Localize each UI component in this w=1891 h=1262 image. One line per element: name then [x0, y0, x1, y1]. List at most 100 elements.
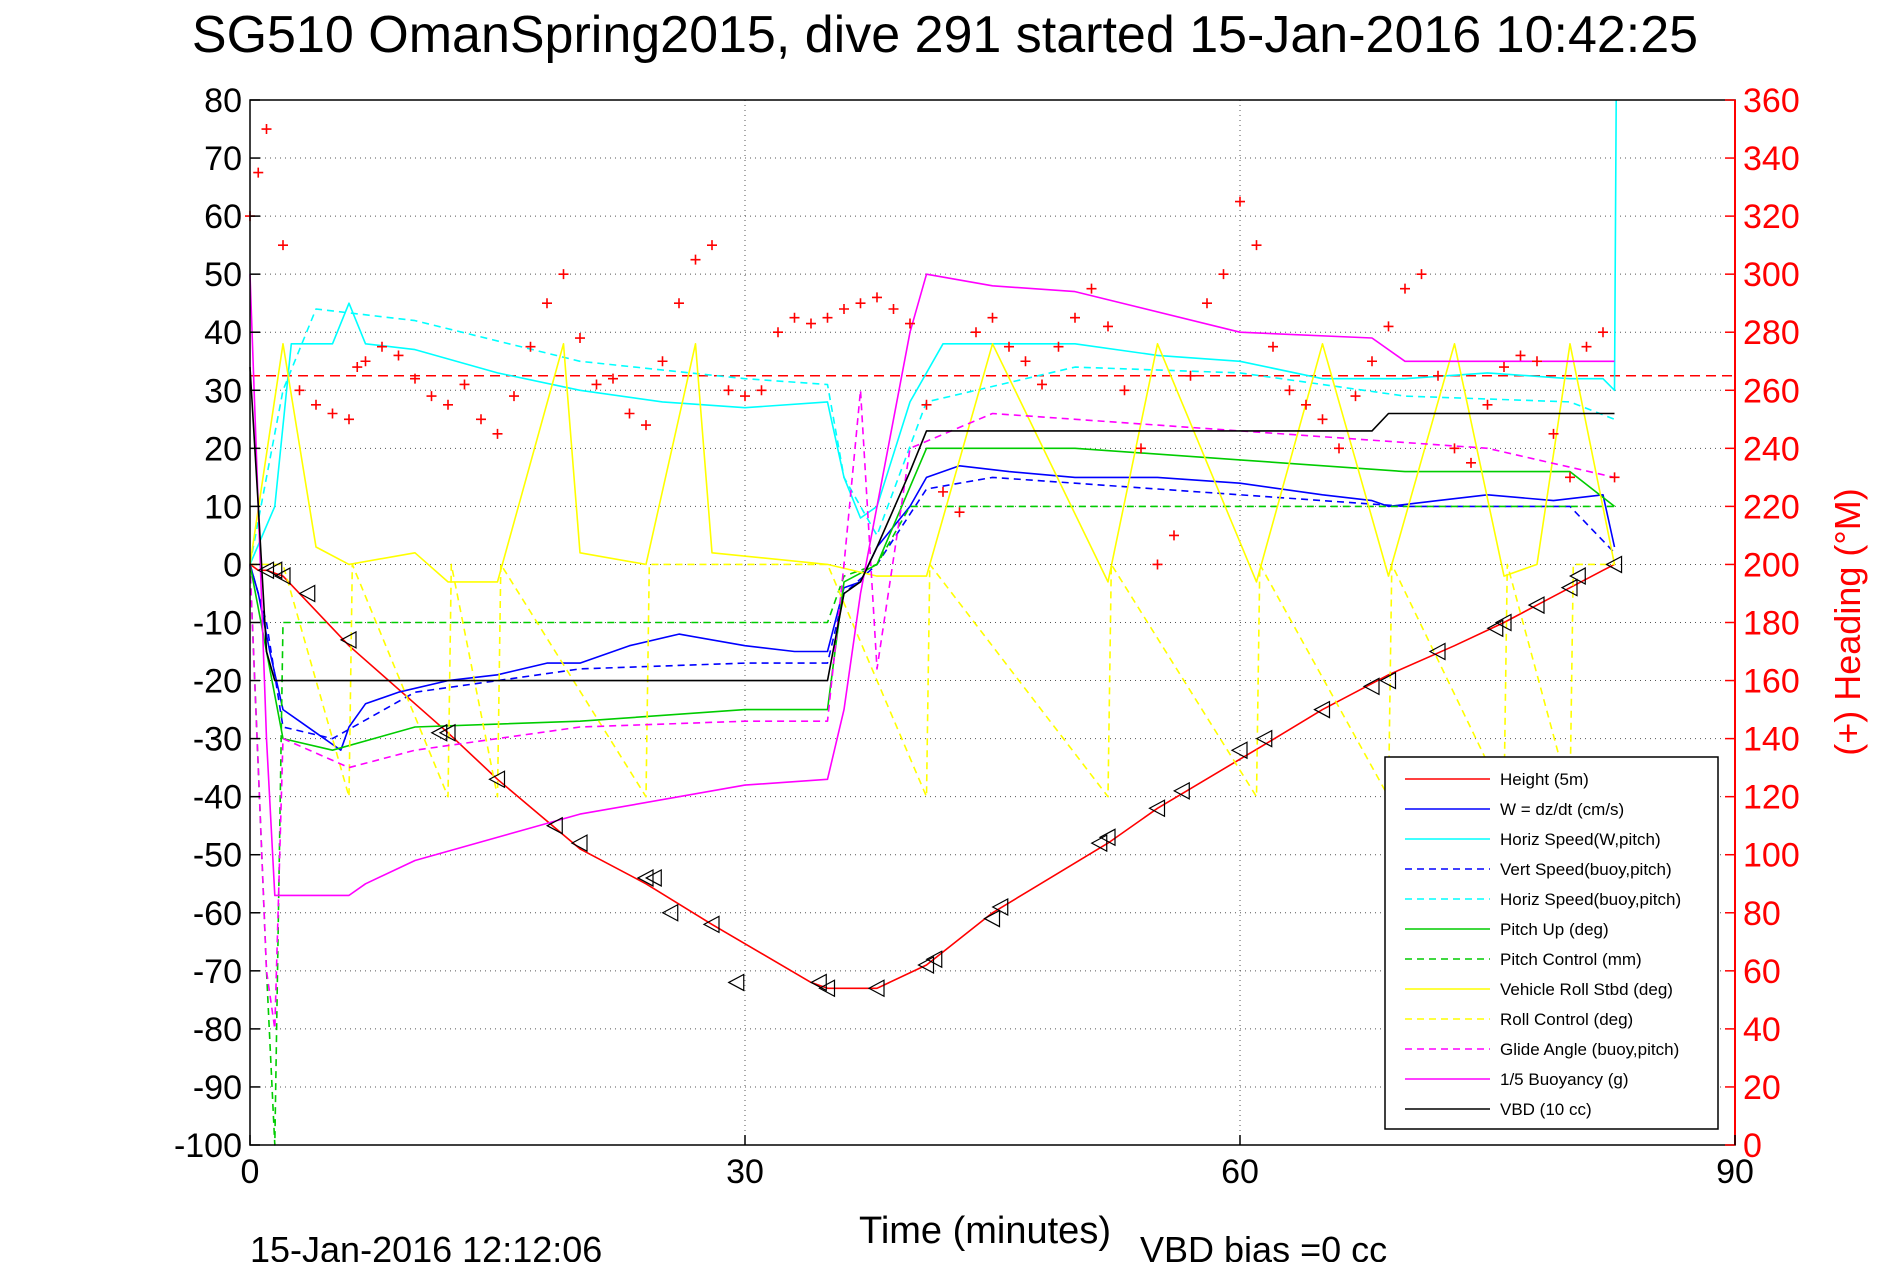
height-marker	[298, 584, 316, 603]
heading-point	[1317, 414, 1328, 425]
legend-label: Glide Angle (buoy,pitch)	[1500, 1040, 1679, 1059]
heading-point	[426, 391, 437, 402]
height-marker	[983, 909, 1001, 928]
heading-point	[476, 414, 486, 425]
series-vert-speed-buoy-pitch	[249, 476, 1616, 740]
heading-point	[855, 298, 866, 309]
heading-point	[1152, 559, 1163, 570]
heading-point	[723, 385, 734, 396]
height-marker	[1568, 567, 1586, 586]
heading-point	[938, 486, 948, 497]
heading-point	[1202, 298, 1212, 309]
left-tick-label: -20	[193, 663, 242, 701]
heading-point	[806, 318, 816, 329]
heading-point	[1609, 472, 1620, 483]
heading-point	[789, 312, 800, 323]
heading-point	[1581, 341, 1592, 352]
legend-label: Pitch Control (mm)	[1500, 950, 1642, 969]
heading-point	[1499, 362, 1509, 373]
height-marker	[1148, 799, 1166, 818]
heading-point	[1251, 240, 1262, 251]
height-marker	[1313, 700, 1331, 719]
height-marker	[636, 868, 654, 887]
height-marker	[1428, 642, 1446, 661]
height-marker	[265, 561, 283, 580]
left-tick-label: 20	[204, 430, 242, 468]
left-tick-label: -90	[193, 1069, 242, 1107]
series-vbd-10-cc	[249, 367, 1615, 682]
right-tick-label: 320	[1743, 198, 1800, 236]
legend-label: 1/5 Buoyancy (g)	[1500, 1070, 1629, 1089]
right-tick-label: 40	[1743, 1011, 1781, 1049]
heading-point	[558, 269, 569, 280]
heading-point	[1367, 356, 1377, 367]
heading-point	[352, 362, 363, 373]
series-height-markers	[257, 555, 1623, 998]
heading-point	[459, 379, 470, 390]
heading-point	[1004, 341, 1014, 352]
heading-point	[1119, 385, 1130, 396]
legend-box	[1384, 756, 1719, 1130]
series-heading	[245, 124, 1620, 570]
heading-point	[1218, 269, 1229, 280]
x-tick-label: 0	[241, 1153, 260, 1191]
heading-point	[410, 373, 420, 384]
legend-label: VBD (10 cc)	[1500, 1100, 1592, 1119]
heading-point	[294, 385, 305, 396]
heading-point	[657, 356, 668, 367]
right-tick-label: 0	[1743, 1127, 1762, 1165]
heading-point	[921, 399, 932, 410]
height-marker	[273, 567, 291, 586]
left-tick-label: -100	[174, 1127, 242, 1165]
heading-point	[327, 408, 338, 419]
heading-point	[1136, 443, 1146, 454]
height-marker	[727, 973, 745, 992]
series-vehicle-roll-stbd-deg	[249, 342, 1616, 583]
heading-point	[1334, 443, 1344, 454]
heading-point	[1350, 391, 1361, 402]
heading-point	[253, 167, 264, 178]
heading-point	[393, 350, 404, 361]
heading-point	[1598, 327, 1608, 338]
right-tick-label: 360	[1743, 82, 1800, 120]
height-marker	[644, 868, 662, 887]
height-marker	[818, 979, 836, 998]
left-tick-label: -70	[193, 953, 242, 991]
heading-point	[311, 399, 321, 410]
left-tick-label: 80	[204, 82, 242, 120]
heading-point	[872, 292, 882, 303]
heading-point	[1301, 399, 1311, 410]
heading-point	[525, 341, 536, 352]
heading-point	[839, 304, 849, 314]
height-marker	[1494, 613, 1512, 632]
heading-point	[971, 327, 981, 338]
height-marker	[1090, 834, 1108, 853]
right-tick-label: 340	[1743, 140, 1800, 178]
heading-point	[740, 391, 750, 402]
height-marker	[1255, 729, 1273, 748]
right-axis-label: (+) Heading (°M)	[1827, 488, 1868, 755]
height-marker	[1172, 781, 1190, 800]
series-pitch-control-mm	[249, 505, 1615, 1146]
height-marker	[1098, 828, 1116, 847]
left-tick-label: -80	[193, 1011, 242, 1049]
heading-point	[377, 341, 387, 352]
left-tick-label: -50	[193, 837, 242, 875]
right-tick-label: 100	[1743, 837, 1800, 875]
heading-point	[575, 333, 585, 344]
legend-label: Vehicle Roll Stbd (deg)	[1500, 980, 1673, 999]
heading-point	[1548, 428, 1559, 439]
height-marker	[917, 956, 935, 975]
right-tick-label: 260	[1743, 372, 1800, 410]
left-tick-label: 60	[204, 198, 242, 236]
height-marker	[925, 950, 943, 969]
heading-point	[707, 240, 717, 251]
x-tick-label: 90	[1716, 1153, 1754, 1191]
height-marker	[1362, 677, 1380, 696]
height-marker	[257, 561, 275, 580]
heading-point	[1532, 356, 1542, 367]
heading-point	[1416, 269, 1427, 280]
height-marker	[867, 979, 885, 998]
heading-point	[1383, 321, 1394, 332]
